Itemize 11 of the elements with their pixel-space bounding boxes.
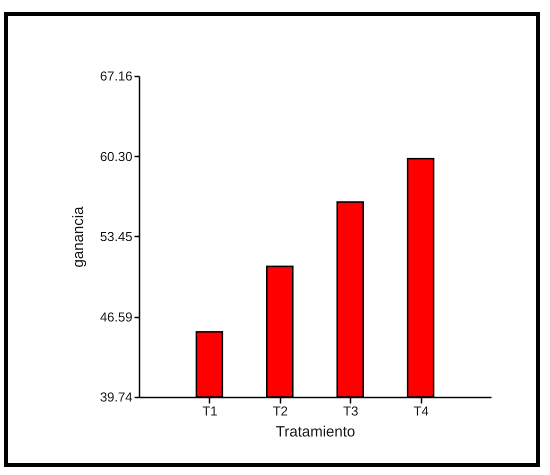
x-axis-title: Tratamiento bbox=[276, 424, 356, 440]
x-tick-label: T4 bbox=[414, 404, 429, 418]
x-tick-label: T1 bbox=[202, 404, 218, 418]
y-tick-label: 67.16 bbox=[100, 68, 132, 84]
y-tick-label: 39.74 bbox=[100, 390, 132, 404]
y-tick-label: 53.45 bbox=[100, 229, 132, 244]
x-tick-label: T2 bbox=[272, 404, 288, 418]
x-tick-label: T3 bbox=[343, 404, 358, 418]
y-tick-label: 46.59 bbox=[100, 309, 132, 324]
y-tick-label: 60.30 bbox=[100, 148, 132, 164]
y-axis-title: ganancia bbox=[70, 206, 87, 268]
